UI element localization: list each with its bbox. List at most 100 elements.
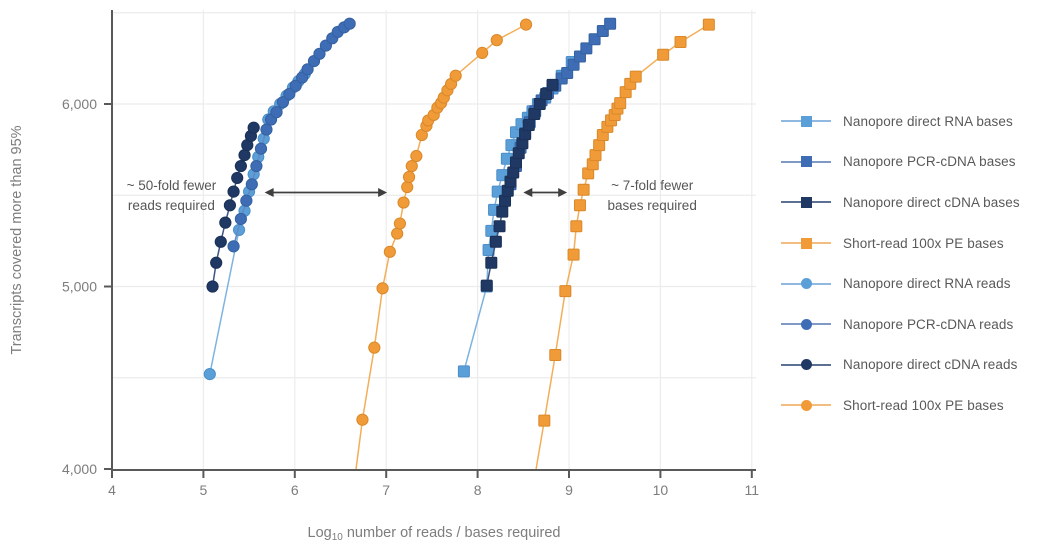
data-point-circle xyxy=(401,180,414,194)
x-tick-label: 8 xyxy=(474,482,482,498)
data-point-circle xyxy=(368,341,381,354)
legend-item-nanopore-direct-rna-bases: Nanopore direct RNA bases xyxy=(781,101,1041,142)
legend-label: Nanopore direct cDNA reads xyxy=(843,357,1018,373)
data-point-circle xyxy=(210,256,223,269)
series-nanopore-direct-cdna-reads-circle xyxy=(206,121,260,293)
data-point-square xyxy=(614,97,627,110)
annotation-text: ~ 7-fold fewer xyxy=(611,178,694,193)
data-point-circle xyxy=(476,46,489,60)
data-point-circle xyxy=(289,79,302,92)
series-short-read-100x-pe-bases-square xyxy=(535,18,715,470)
y-tick-label: 5,000 xyxy=(62,279,97,295)
data-point-circle xyxy=(247,121,260,134)
x-tick-label: 9 xyxy=(565,482,573,498)
data-point-square xyxy=(522,118,535,131)
x-tick-label: 4 xyxy=(108,482,116,498)
data-point-square xyxy=(570,220,583,233)
data-point-square xyxy=(538,414,551,427)
data-point-circle xyxy=(402,170,416,184)
arrowhead-left-icon xyxy=(264,188,274,198)
data-point-square xyxy=(589,149,602,162)
circle-marker-icon xyxy=(781,358,831,372)
annotations: ~ 50-fold fewer reads required ~ 7-fold fe… xyxy=(127,178,697,213)
data-point-square xyxy=(533,98,546,110)
data-point-square xyxy=(674,35,687,48)
data-point-circle xyxy=(393,217,407,230)
data-point-circle xyxy=(214,235,227,248)
coverage-saturation-chart: 4 5 6 7 8 9 10 11 4,000 5,000 6,000 Log10 number of… xyxy=(9,10,760,543)
data-point-square xyxy=(528,108,541,121)
legend-label: Nanopore direct cDNA bases xyxy=(843,194,1020,210)
arrowhead-right-icon xyxy=(378,188,388,198)
data-point-circle xyxy=(231,171,244,185)
data-point-circle xyxy=(203,368,216,381)
annotation-text: bases required xyxy=(608,198,697,213)
data-point-square xyxy=(577,183,590,196)
data-point-square xyxy=(657,48,670,61)
series-nanopore-direct-cdna-bases-square xyxy=(480,78,559,292)
arrowhead-right-icon xyxy=(558,188,568,198)
data-point-square xyxy=(499,194,512,207)
data-point-square xyxy=(512,147,525,160)
data-point-circle xyxy=(219,216,232,229)
data-point-circle xyxy=(250,159,263,173)
data-point-square xyxy=(549,348,562,361)
series-line xyxy=(463,61,573,372)
legend-item-short-read-100x-pe-bases-square: Short-read 100x PE bases xyxy=(781,223,1041,264)
data-point-circle xyxy=(238,149,251,162)
legend-label: Short-read 100x PE bases xyxy=(843,397,1004,413)
y-axis-title: Transcripts covered more than 95% xyxy=(9,125,25,354)
gridlines xyxy=(113,10,756,469)
data-point-square xyxy=(546,78,559,91)
data-point-square xyxy=(507,166,520,179)
data-point-circle xyxy=(276,96,290,109)
legend: Nanopore direct RNA bases Nanopore PCR-c… xyxy=(781,101,1041,426)
circle-marker-icon xyxy=(781,317,831,331)
x-tick-label: 10 xyxy=(653,482,669,498)
data-point-circle xyxy=(490,34,503,47)
circle-marker-icon xyxy=(781,277,831,291)
annotation-text: reads required xyxy=(128,198,215,213)
annotation-text: ~ 50-fold fewer xyxy=(127,178,217,193)
data-point-circle xyxy=(227,185,240,198)
data-point-square xyxy=(489,235,502,248)
arrowhead-left-icon xyxy=(523,188,533,198)
legend-label: Nanopore direct RNA bases xyxy=(843,113,1013,129)
data-point-square xyxy=(567,248,580,261)
data-point-circle xyxy=(245,178,258,191)
legend-item-nanopore-direct-cdna-reads: Nanopore direct cDNA reads xyxy=(781,345,1041,386)
data-point-circle xyxy=(383,245,396,258)
data-point-circle xyxy=(240,194,253,207)
legend-item-nanopore-direct-rna-reads: Nanopore direct RNA reads xyxy=(781,263,1041,304)
data-point-circle xyxy=(206,280,219,293)
data-point-square xyxy=(480,279,493,292)
data-point-circle xyxy=(405,159,418,173)
square-marker-icon xyxy=(781,155,831,169)
x-axis-title: Log10 number of reads / bases required xyxy=(308,525,561,543)
legend-label: Short-read 100x PE bases xyxy=(843,235,1004,251)
x-tick-label: 5 xyxy=(200,482,208,498)
data-point-circle xyxy=(260,123,273,136)
legend-label: Nanopore PCR-cDNA bases xyxy=(843,154,1016,170)
x-tick-label: 11 xyxy=(745,482,760,498)
data-point-circle xyxy=(410,149,423,163)
legend-item-nanopore-direct-cdna-bases: Nanopore direct cDNA bases xyxy=(781,182,1041,223)
legend-item-short-read-100x-pe-bases-circle: Short-read 100x PE bases xyxy=(781,385,1041,426)
y-tick-label: 6,000 xyxy=(62,96,97,112)
y-tick-label: 4,000 xyxy=(62,461,97,477)
data-point-square xyxy=(457,365,470,378)
data-point-circle xyxy=(313,47,326,60)
data-point-circle xyxy=(270,106,283,119)
circle-marker-icon xyxy=(781,398,831,412)
data-point-circle xyxy=(234,212,247,226)
series-nanopore-pcr-cdna-reads-circle xyxy=(227,17,356,253)
data-point-circle xyxy=(449,69,462,82)
data-point-square xyxy=(573,199,586,212)
series-short-read-100x-pe-bases-circle xyxy=(355,18,533,470)
data-point-square xyxy=(580,42,593,55)
x-tick-label: 6 xyxy=(291,482,299,498)
x-tick-label: 7 xyxy=(382,482,390,498)
data-point-circle xyxy=(343,17,356,30)
legend-label: Nanopore PCR-cDNA reads xyxy=(843,316,1014,332)
